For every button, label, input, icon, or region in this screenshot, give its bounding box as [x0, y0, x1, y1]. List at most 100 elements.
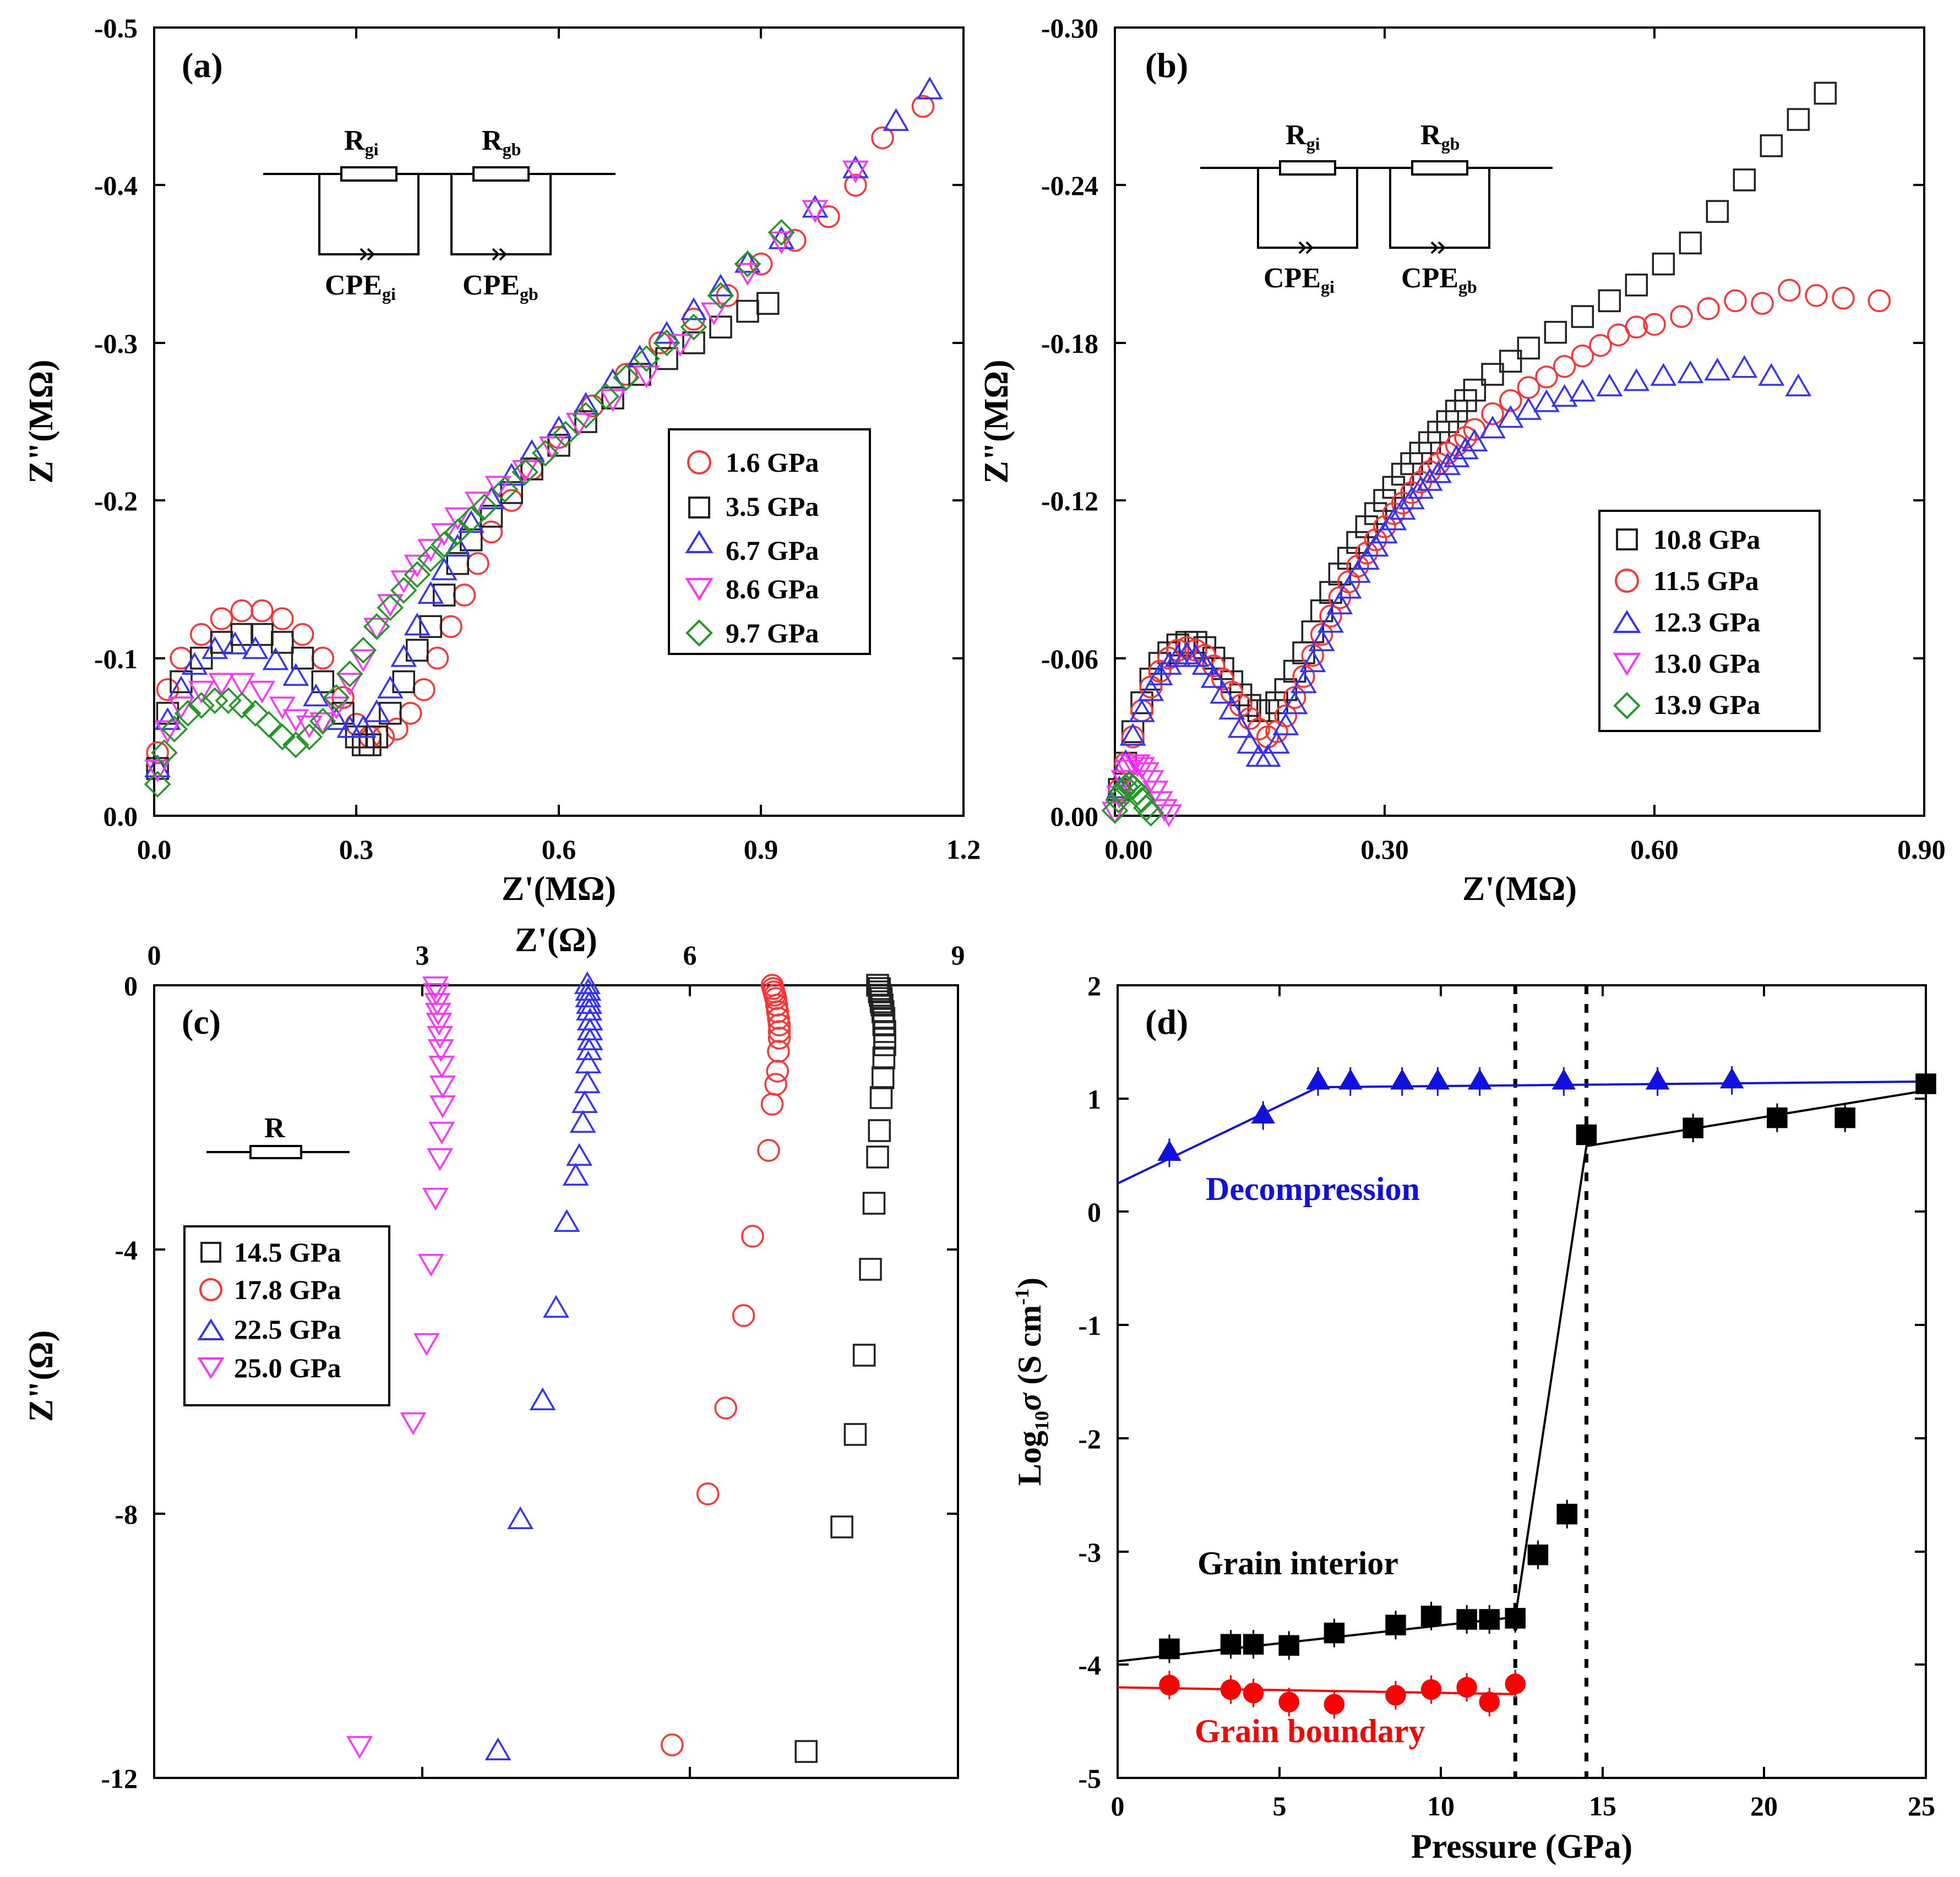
legend-marker-a-2: [685, 530, 714, 553]
data-point-c-0-19: [859, 1258, 882, 1281]
data-point-a-4-5: [201, 687, 228, 714]
y-ticks-a: 0.0 -0.1 -0.2 -0.3 -0.4 -0.5: [94, 13, 138, 832]
y-ticks-d: -5 -4 -3 -2 -1 0 1 2: [1078, 970, 1101, 1794]
data-point-a-0-16: [412, 678, 435, 701]
data-point-c-1-16: [741, 1225, 764, 1248]
data-point-c-1-15: [757, 1139, 780, 1162]
data-point-a-0-5: [230, 599, 253, 623]
x-tick-label-a: 0.0: [137, 834, 172, 865]
data-point-a-3-24: [538, 436, 565, 460]
data-point-b-1-19: [1274, 704, 1298, 728]
legend-a: 1.6 GPa 3.5 GPa 6.7 GPa 8.6 GPa 9.7 GPa: [668, 428, 871, 655]
data-point-c-3-12: [422, 1188, 449, 1211]
data-point-d-0-7: [1551, 1068, 1576, 1090]
data-point-d-1-6: [1420, 1606, 1442, 1627]
data-point-a-3-6: [249, 680, 275, 704]
data-point-d-1-16: [1915, 1073, 1936, 1094]
data-point-b-0-30: [1373, 489, 1396, 512]
data-point-d-2-1: [1220, 1679, 1242, 1700]
legend-c: 14.5 GPa 17.8 GPa 22.5 GPa 25.0 GPa: [183, 1225, 390, 1406]
data-point-b-1-41: [1481, 402, 1504, 425]
x-tick-label-b: 0.60: [1630, 834, 1679, 865]
data-point-a-0-8: [291, 623, 314, 646]
data-point-d-1-0: [1159, 1638, 1180, 1660]
data-point-d-0-3: [1338, 1068, 1363, 1090]
x-axis-title-b: Z'(MΩ): [1462, 870, 1577, 908]
data-point-c-2-15: [553, 1209, 580, 1232]
data-point-a-3-33: [842, 160, 869, 184]
data-point-a-4-24: [458, 506, 485, 533]
data-point-c-2-2: [575, 984, 602, 1007]
data-point-c-1-10: [767, 1027, 791, 1050]
annotation-grain-interior: Grain interior: [1197, 1545, 1398, 1581]
data-point-a-0-17: [426, 646, 449, 670]
x-ticks-d: 0 5 10 15 20 25: [1111, 1791, 1936, 1821]
data-point-a-3-19: [431, 523, 458, 546]
data-point-a-4-0: [144, 771, 171, 798]
data-point-a-2-13: [363, 699, 390, 722]
data-point-c-3-6: [427, 1039, 454, 1062]
y-tick-label-b: 0.00: [1050, 801, 1099, 832]
data-point-d-1-15: [1834, 1107, 1855, 1128]
panel-c: (c) Z'(Ω) Z"(Ω) 0 3 6 9 0 -4 -8 -12 R: [23, 921, 965, 1794]
data-point-b-2-39: [1452, 436, 1479, 460]
data-point-c-3-8: [429, 1076, 456, 1099]
data-point-d-1-9: [1505, 1608, 1526, 1629]
data-point-b-2-30: [1371, 520, 1398, 544]
data-point-b-2-38: [1443, 444, 1470, 467]
data-point-c-1-9: [767, 1020, 791, 1043]
data-point-b-1-5: [1148, 659, 1172, 683]
data-point-d-0-0: [1157, 1140, 1182, 1161]
data-point-b-3-6: [1129, 757, 1155, 780]
data-point-c-3-5: [427, 1026, 454, 1049]
data-point-b-0-18: [1265, 691, 1288, 714]
y-axis-title-d: Log10σ (S cm-1): [1011, 1278, 1053, 1486]
data-point-a-2-12: [350, 715, 377, 738]
data-point-b-1-50: [1643, 313, 1666, 336]
data-point-b-2-34: [1407, 476, 1434, 499]
legend-label-c: 14.5 GPa: [234, 1237, 341, 1268]
data-point-b-0-46: [1598, 289, 1621, 313]
circuit-label-cpegi-b: CPEgi: [1264, 263, 1335, 297]
data-point-b-2-14: [1227, 715, 1254, 738]
data-point-b-1-44: [1535, 365, 1558, 389]
data-point-d-1-4: [1324, 1622, 1345, 1644]
y-tick-label-d: -2: [1078, 1423, 1101, 1454]
data-point-b-1-46: [1571, 344, 1594, 368]
data-point-b-2-18: [1264, 730, 1290, 754]
data-point-c-2-11: [571, 1090, 598, 1113]
data-point-b-0-52: [1760, 134, 1783, 157]
data-point-b-2-35: [1416, 468, 1443, 491]
data-point-d-1-7: [1456, 1609, 1477, 1630]
x-tick-label-a: 1.2: [946, 834, 981, 865]
data-point-b-1-45: [1553, 355, 1576, 378]
data-point-a-4-13: [309, 707, 336, 735]
data-point-c-0-13: [872, 1046, 896, 1070]
data-point-a-4-30: [572, 402, 600, 429]
data-point-a-3-30: [734, 263, 761, 286]
circuit-label-rgb-b: Rgb: [1420, 119, 1460, 154]
data-point-a-3-8: [282, 709, 309, 732]
y-axis-title-c: Z"(Ω): [23, 1330, 60, 1422]
data-point-d-2-3: [1278, 1692, 1299, 1712]
data-point-a-2-18: [431, 557, 458, 581]
data-point-a-2-34: [842, 155, 869, 178]
data-point-a-4-16: [350, 636, 377, 664]
data-point-a-4-31: [592, 383, 620, 410]
y-tick-label-d: -1: [1078, 1310, 1101, 1341]
data-point-a-4-22: [431, 531, 458, 558]
data-point-b-2-50: [1677, 360, 1704, 384]
data-point-b-0-40: [1463, 378, 1487, 402]
data-point-a-1-29: [655, 347, 678, 370]
y-tick-label-d: -4: [1078, 1650, 1101, 1680]
x-tick-label-d: 25: [1908, 1791, 1935, 1821]
data-point-d-2-4: [1324, 1694, 1345, 1715]
data-point-a-4-28: [532, 439, 559, 467]
data-point-b-0-50: [1706, 200, 1729, 223]
data-marks-c: [346, 971, 896, 1763]
data-point-c-2-13: [566, 1143, 593, 1166]
data-point-a-2-30: [707, 274, 734, 297]
data-point-a-3-14: [363, 618, 390, 641]
data-point-a-4-29: [552, 421, 579, 448]
data-point-a-1-18: [419, 615, 442, 639]
